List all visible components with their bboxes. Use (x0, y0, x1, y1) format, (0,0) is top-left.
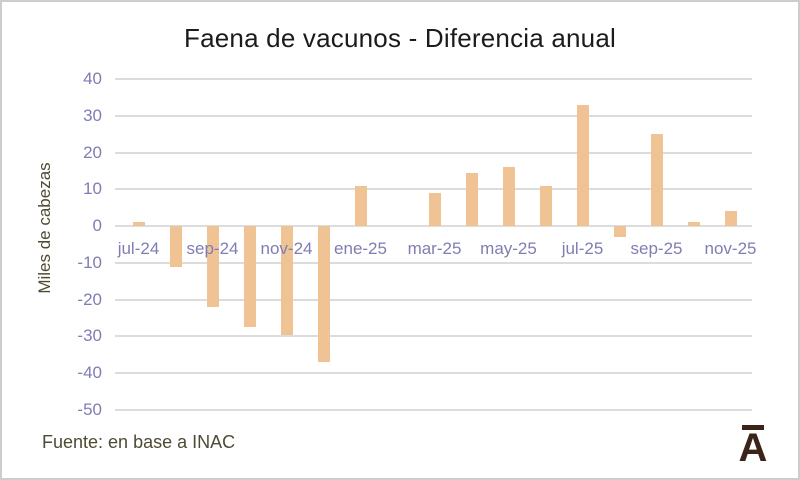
gridline (115, 188, 752, 191)
x-axis-tick-label: sep-24 (186, 239, 239, 259)
bar-abr-25 (465, 172, 478, 227)
bar-dic-24 (317, 226, 330, 363)
logo-macron (742, 425, 764, 430)
bar-jul-25 (576, 104, 589, 227)
x-axis-tick-label: jul-24 (117, 239, 160, 259)
x-axis-tick-label: mar-25 (407, 239, 462, 259)
gridline (115, 114, 752, 117)
logo-letter: A (738, 426, 768, 470)
bar-jul-24 (132, 222, 145, 227)
brand-logo: A (737, 425, 769, 470)
gridline (115, 298, 752, 301)
y-axis-tick-label: 20 (83, 142, 102, 162)
y-axis-tick-label: 0 (92, 216, 102, 236)
gridline (115, 225, 752, 228)
y-axis-tick-label: -20 (77, 289, 102, 309)
y-axis-tick-label: 40 (83, 69, 102, 88)
bar-sep-25 (650, 134, 663, 227)
gridline (115, 409, 752, 411)
gridline (115, 151, 752, 154)
bar-ago-25 (613, 226, 626, 238)
bar-mar-25 (428, 193, 441, 227)
gridline (115, 261, 752, 264)
y-axis-tick-label: -50 (77, 400, 102, 419)
bar-oct-25 (687, 222, 700, 227)
gridline (115, 78, 752, 80)
gridline (115, 335, 752, 338)
x-axis-tick-label: jul-25 (561, 239, 604, 259)
x-axis-tick-label: ene-25 (334, 239, 387, 259)
bar-ene-25 (354, 185, 367, 227)
y-axis-tick-label: -30 (77, 326, 102, 346)
y-axis-tick-label: -10 (77, 252, 102, 272)
bar-nov-24 (280, 226, 293, 335)
bar-nov-25 (724, 211, 737, 227)
bar-jun-25 (539, 185, 552, 227)
x-axis-tick-label: may-25 (480, 239, 537, 259)
gridline (115, 372, 752, 375)
bar-oct-24 (243, 226, 256, 328)
x-axis-tick-label: nov-25 (704, 239, 757, 259)
y-axis-tick-label: -40 (77, 363, 102, 383)
source-note: Fuente: en base a INAC (42, 432, 236, 452)
bar-ago-24 (169, 226, 182, 267)
y-axis-tick-label: 30 (83, 105, 102, 125)
x-axis-tick-label: nov-24 (260, 239, 313, 259)
y-axis-tick-label: 10 (83, 179, 102, 199)
bar-may-25 (502, 167, 515, 227)
x-axis-tick-label: sep-25 (630, 239, 683, 259)
bar-sep-24 (206, 226, 219, 308)
chart-title: Faena de vacunos - Diferencia anual (184, 23, 616, 53)
